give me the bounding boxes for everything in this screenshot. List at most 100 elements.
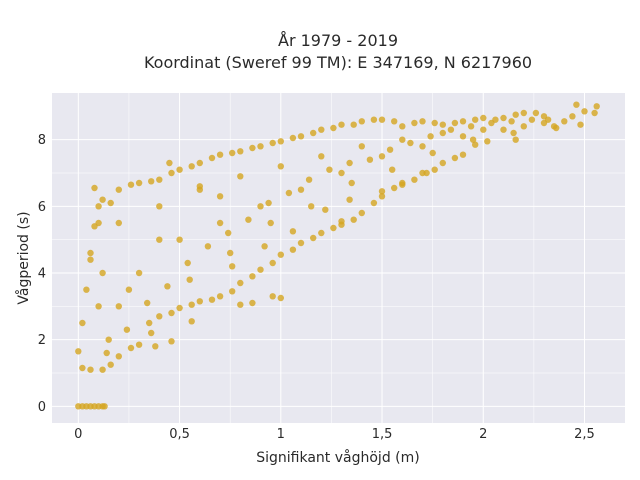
data-point [358, 143, 365, 150]
x-tick-label: 2 [479, 427, 487, 442]
data-point [135, 341, 143, 348]
data-point [399, 123, 406, 130]
data-point [152, 343, 159, 350]
data-point [289, 246, 297, 253]
data-point [135, 269, 143, 277]
data-point [318, 126, 325, 133]
data-point [528, 116, 536, 123]
data-point [156, 176, 163, 183]
y-tick-label: 8 [38, 133, 46, 148]
data-point [520, 109, 527, 117]
data-point [127, 344, 135, 352]
data-point [245, 216, 252, 223]
data-point [423, 169, 430, 177]
data-point [168, 169, 175, 177]
data-point [277, 163, 284, 170]
y-tick-label: 6 [38, 200, 46, 215]
data-point [488, 119, 495, 127]
data-point [358, 209, 365, 217]
data-point [419, 118, 426, 125]
data-point [277, 138, 284, 145]
data-point [467, 123, 475, 130]
data-point [451, 154, 459, 162]
data-point [184, 259, 191, 267]
data-point [447, 126, 455, 133]
data-point [285, 189, 293, 197]
grid-lines [52, 93, 625, 423]
data-point [429, 149, 436, 157]
data-point [346, 196, 353, 203]
chart-title-line-1: År 1979 - 2019 [278, 31, 398, 50]
data-point [164, 283, 171, 290]
x-tick-label: 0,5 [169, 427, 190, 442]
data-point [561, 118, 568, 125]
data-point [265, 199, 272, 207]
data-point [439, 159, 446, 167]
data-points [75, 101, 600, 410]
data-point [550, 123, 558, 130]
data-point [399, 179, 406, 187]
data-point [249, 273, 256, 280]
data-point [115, 186, 123, 193]
data-point [544, 116, 552, 123]
data-point [472, 116, 479, 123]
data-point [229, 288, 236, 295]
data-point [297, 239, 305, 247]
data-point [166, 159, 173, 167]
data-point [326, 166, 333, 173]
data-point [156, 203, 163, 210]
data-point [156, 313, 163, 320]
data-point [176, 236, 183, 243]
data-point [569, 113, 576, 120]
data-point [225, 229, 232, 237]
data-point [318, 229, 325, 237]
data-point [480, 114, 487, 122]
data-point [99, 196, 106, 203]
data-point [125, 286, 133, 293]
data-point [135, 179, 143, 187]
x-tick-label: 1,5 [372, 427, 393, 442]
data-point [348, 179, 355, 187]
data-point [176, 166, 183, 173]
data-point [277, 294, 284, 302]
data-point [346, 159, 353, 167]
data-point [520, 123, 527, 130]
data-point [277, 251, 284, 258]
data-point [480, 126, 487, 133]
data-point [196, 159, 203, 167]
data-point [257, 266, 264, 273]
data-point [350, 216, 357, 223]
data-point [378, 193, 386, 200]
y-tick-labels: 0 2 4 6 8 [38, 133, 46, 415]
data-point [358, 118, 365, 125]
data-point [484, 138, 491, 145]
data-point [176, 304, 183, 312]
data-point [573, 101, 580, 108]
data-point [512, 136, 519, 143]
data-point [216, 193, 224, 200]
data-point [146, 319, 153, 327]
data-point [399, 136, 406, 143]
data-point [188, 318, 195, 325]
data-point [318, 153, 325, 160]
data-point [338, 169, 345, 177]
data-point [389, 166, 396, 173]
data-point [427, 133, 434, 140]
data-point [472, 141, 479, 148]
data-point [156, 236, 163, 243]
data-point [188, 163, 195, 170]
data-point [257, 203, 264, 210]
data-point [186, 276, 193, 283]
data-point [411, 119, 418, 127]
data-point [338, 218, 345, 225]
data-point [237, 301, 244, 308]
data-point [532, 109, 540, 117]
data-point [407, 139, 414, 147]
data-point [216, 151, 224, 158]
data-point [512, 111, 519, 118]
data-point [378, 188, 386, 195]
data-point [99, 366, 106, 373]
data-point [196, 186, 203, 193]
data-point [208, 296, 216, 303]
